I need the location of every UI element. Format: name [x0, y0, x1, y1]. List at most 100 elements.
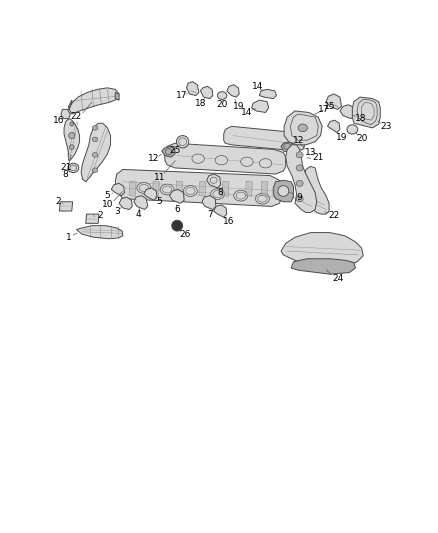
Ellipse shape: [211, 189, 224, 199]
Polygon shape: [281, 142, 293, 152]
Text: 4: 4: [136, 209, 141, 219]
Text: 18: 18: [355, 114, 367, 123]
Text: 5: 5: [156, 197, 162, 206]
Polygon shape: [251, 100, 268, 112]
Polygon shape: [81, 123, 110, 182]
Polygon shape: [222, 181, 229, 196]
Ellipse shape: [192, 154, 204, 163]
Ellipse shape: [298, 124, 307, 132]
Polygon shape: [115, 169, 281, 206]
Polygon shape: [286, 145, 317, 213]
Ellipse shape: [160, 184, 174, 195]
Polygon shape: [261, 181, 268, 196]
Text: 21: 21: [313, 152, 324, 161]
Polygon shape: [69, 88, 119, 114]
Polygon shape: [352, 97, 380, 128]
Ellipse shape: [69, 133, 75, 139]
Ellipse shape: [278, 185, 289, 196]
Ellipse shape: [92, 126, 98, 130]
Polygon shape: [187, 82, 199, 95]
Text: 3: 3: [114, 206, 120, 215]
Text: 20: 20: [216, 100, 228, 109]
Ellipse shape: [177, 135, 189, 148]
Ellipse shape: [184, 185, 198, 196]
Text: 20: 20: [356, 134, 367, 143]
Polygon shape: [115, 92, 119, 100]
Polygon shape: [86, 214, 99, 223]
Text: 12: 12: [148, 154, 159, 163]
Ellipse shape: [218, 92, 227, 99]
Polygon shape: [281, 232, 363, 268]
Text: 11: 11: [154, 173, 165, 182]
Polygon shape: [291, 259, 356, 274]
Polygon shape: [224, 126, 304, 151]
Text: 21: 21: [61, 164, 72, 172]
Text: 8: 8: [63, 169, 68, 179]
Polygon shape: [129, 181, 136, 196]
Polygon shape: [201, 86, 213, 99]
Polygon shape: [199, 181, 206, 196]
Polygon shape: [214, 205, 227, 217]
Ellipse shape: [137, 182, 151, 193]
Polygon shape: [134, 196, 148, 209]
Text: 15: 15: [324, 102, 336, 111]
Ellipse shape: [70, 122, 74, 126]
Ellipse shape: [296, 165, 303, 171]
Text: 7: 7: [207, 211, 212, 220]
Ellipse shape: [259, 159, 272, 168]
Text: 19: 19: [233, 102, 245, 111]
Polygon shape: [162, 147, 175, 157]
Text: 17: 17: [318, 105, 329, 114]
Ellipse shape: [68, 163, 79, 173]
Text: 23: 23: [381, 122, 392, 131]
Polygon shape: [165, 143, 286, 174]
Text: 24: 24: [332, 273, 343, 282]
Text: 25: 25: [169, 147, 180, 156]
Text: 1: 1: [66, 233, 71, 241]
Polygon shape: [304, 166, 329, 214]
Ellipse shape: [296, 196, 303, 202]
Polygon shape: [245, 181, 252, 196]
Ellipse shape: [255, 193, 269, 204]
Text: 16: 16: [53, 116, 64, 125]
Polygon shape: [259, 90, 276, 99]
Polygon shape: [61, 109, 70, 119]
Text: 10: 10: [102, 200, 113, 209]
Text: 22: 22: [328, 211, 339, 220]
Polygon shape: [326, 94, 342, 109]
Polygon shape: [328, 120, 340, 133]
Ellipse shape: [241, 157, 253, 166]
Ellipse shape: [234, 190, 248, 201]
Polygon shape: [69, 100, 72, 110]
Polygon shape: [273, 180, 293, 202]
Text: 14: 14: [241, 108, 253, 117]
Text: 26: 26: [179, 230, 191, 239]
Polygon shape: [77, 225, 123, 239]
Text: 16: 16: [223, 217, 234, 227]
Text: 6: 6: [174, 205, 180, 214]
Polygon shape: [60, 202, 73, 211]
Ellipse shape: [347, 125, 358, 134]
Text: 22: 22: [71, 112, 82, 121]
Text: 8: 8: [217, 188, 223, 197]
Polygon shape: [227, 85, 239, 97]
Text: 9: 9: [296, 192, 302, 201]
Polygon shape: [340, 105, 356, 119]
Text: 13: 13: [305, 148, 316, 157]
Polygon shape: [284, 111, 322, 145]
Ellipse shape: [92, 137, 98, 142]
Polygon shape: [176, 181, 183, 196]
Ellipse shape: [92, 152, 98, 157]
Text: 17: 17: [176, 91, 187, 100]
Polygon shape: [202, 196, 216, 209]
Text: 19: 19: [336, 133, 347, 142]
Polygon shape: [144, 188, 157, 200]
Text: 5: 5: [105, 191, 110, 200]
Polygon shape: [64, 119, 80, 160]
Polygon shape: [111, 183, 124, 196]
Text: 2: 2: [56, 197, 61, 206]
Ellipse shape: [296, 180, 303, 187]
Polygon shape: [119, 197, 132, 209]
Text: 18: 18: [195, 99, 206, 108]
Text: 2: 2: [97, 211, 102, 220]
